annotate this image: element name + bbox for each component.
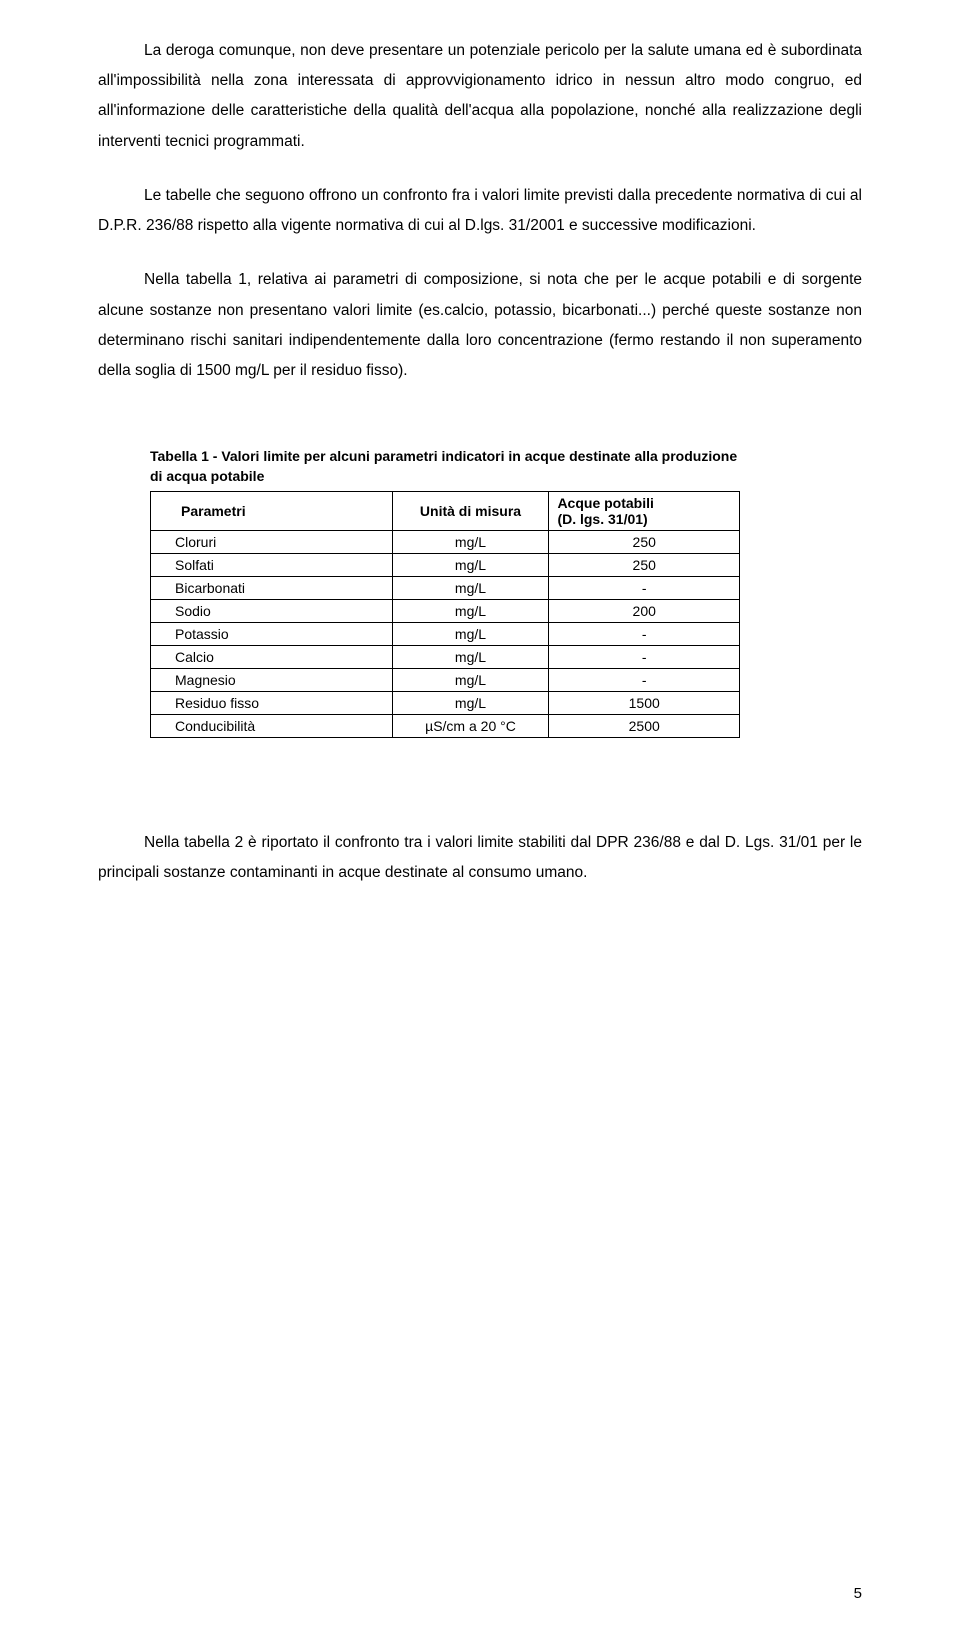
table-cell-unit: mg/L [392, 576, 549, 599]
table-cell-param: Solfati [151, 553, 393, 576]
table-cell-unit: mg/L [392, 622, 549, 645]
paragraph-2: Le tabelle che seguono offrono un confro… [98, 181, 862, 241]
table-cell-param: Conducibilità [151, 714, 393, 737]
document-page: La deroga comunque, non deve presentare … [0, 0, 960, 1648]
table-cell-param: Potassio [151, 622, 393, 645]
table-cell-unit: mg/L [392, 645, 549, 668]
paragraph-4: Nella tabella 2 è riportato il confronto… [98, 828, 862, 888]
table-row: ConducibilitàµS/cm a 20 °C2500 [151, 714, 740, 737]
table-row: Calciomg/L- [151, 645, 740, 668]
table-header-unita: Unità di misura [392, 491, 549, 530]
table-row: Potassiomg/L- [151, 622, 740, 645]
table-cell-value: 250 [549, 530, 740, 553]
table-header-acque: Acque potabili (D. lgs. 31/01) [549, 491, 740, 530]
table-cell-value: - [549, 668, 740, 691]
table-header-acque-line2: (D. lgs. 31/01) [557, 511, 647, 527]
table-cell-unit: µS/cm a 20 °C [392, 714, 549, 737]
table-1-caption: Tabella 1 - Valori limite per alcuni par… [150, 446, 740, 487]
table-cell-param: Residuo fisso [151, 691, 393, 714]
page-number: 5 [854, 1585, 862, 1602]
table-1-container: Tabella 1 - Valori limite per alcuni par… [150, 446, 862, 738]
table-cell-param: Magnesio [151, 668, 393, 691]
table-1-body: Clorurimg/L250Solfatimg/L250Bicarbonatim… [151, 530, 740, 737]
table-row: Sodiomg/L200 [151, 599, 740, 622]
table-cell-value: - [549, 645, 740, 668]
table-row: Magnesiomg/L- [151, 668, 740, 691]
table-cell-value: - [549, 576, 740, 599]
table-cell-param: Cloruri [151, 530, 393, 553]
table-cell-unit: mg/L [392, 599, 549, 622]
table-header-parametri: Parametri [151, 491, 393, 530]
table-cell-value: 250 [549, 553, 740, 576]
table-cell-unit: mg/L [392, 691, 549, 714]
table-cell-unit: mg/L [392, 530, 549, 553]
table-cell-value: 1500 [549, 691, 740, 714]
table-row: Clorurimg/L250 [151, 530, 740, 553]
table-row: Bicarbonatimg/L- [151, 576, 740, 599]
table-cell-value: 200 [549, 599, 740, 622]
table-cell-unit: mg/L [392, 668, 549, 691]
table-cell-value: 2500 [549, 714, 740, 737]
paragraph-3: Nella tabella 1, relativa ai parametri d… [98, 265, 862, 386]
table-cell-param: Bicarbonati [151, 576, 393, 599]
table-cell-param: Calcio [151, 645, 393, 668]
paragraph-1: La deroga comunque, non deve presentare … [98, 36, 862, 157]
table-row: Solfatimg/L250 [151, 553, 740, 576]
table-header-row: Parametri Unità di misura Acque potabili… [151, 491, 740, 530]
table-cell-unit: mg/L [392, 553, 549, 576]
table-1: Parametri Unità di misura Acque potabili… [150, 491, 740, 738]
table-row: Residuo fissomg/L1500 [151, 691, 740, 714]
table-cell-value: - [549, 622, 740, 645]
table-header-acque-line1: Acque potabili [557, 495, 653, 511]
table-cell-param: Sodio [151, 599, 393, 622]
